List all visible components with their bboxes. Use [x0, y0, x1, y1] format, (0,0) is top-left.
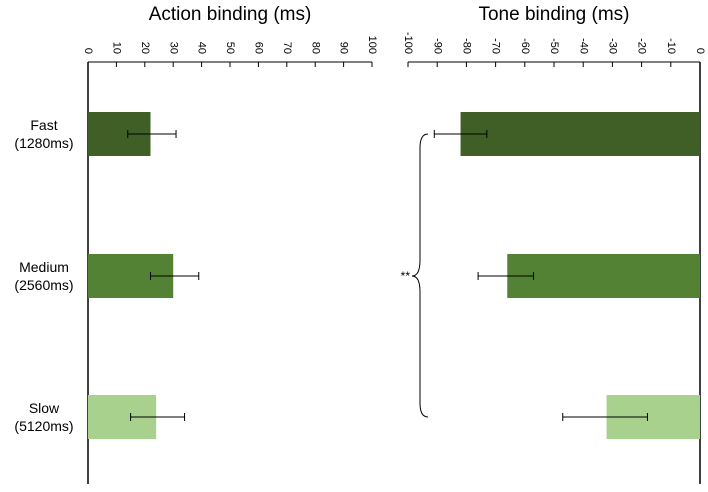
significance-bracket: ** — [401, 133, 429, 418]
tone-tick-label: -60 — [519, 38, 531, 54]
category-label: Fast (1280ms) — [14, 117, 73, 151]
tone-tick-label: -50 — [548, 38, 560, 54]
tone-binding-panel: Tone binding (ms) -100 -90 -80 -70 -60 -50 -40… — [402, 4, 706, 484]
category-labels: Fast (1280ms) Medium (2560ms) Slow (5120ms) — [14, 117, 73, 434]
tone-tick-label: -40 — [577, 38, 589, 54]
tone-binding-title: Tone binding (ms) — [478, 4, 629, 25]
category-label: Medium (2560ms) — [14, 259, 73, 293]
tone-bar — [460, 112, 700, 156]
action-tick-label: 30 — [167, 42, 179, 54]
action-binding-panel: Action binding (ms) 0 10 20 30 40 50 60 70 80 90 1… — [82, 4, 378, 484]
action-tick-label: 20 — [139, 42, 151, 54]
action-tick-label: 80 — [309, 42, 321, 54]
category-name: Slow — [29, 400, 60, 416]
category-label: Slow (5120ms) — [14, 400, 73, 434]
significance-brace — [411, 133, 429, 418]
tone-tick-label: -70 — [490, 38, 502, 54]
action-tick-label: 100 — [366, 36, 378, 54]
tone-bar — [507, 254, 700, 298]
tone-tick-label: -80 — [460, 38, 472, 54]
category-interval: (2560ms) — [14, 277, 73, 293]
action-binding-title: Action binding (ms) — [149, 4, 312, 25]
action-tick-label: 60 — [252, 42, 264, 54]
category-interval: (5120ms) — [14, 418, 73, 434]
action-tick-label: 0 — [82, 48, 94, 54]
category-name: Medium — [19, 259, 69, 275]
action-tick-label: 40 — [196, 42, 208, 54]
tone-tick-label: -100 — [402, 32, 414, 54]
action-tick-label: 90 — [338, 42, 350, 54]
action-tick-label: 70 — [281, 42, 293, 54]
action-tick-label: 10 — [110, 42, 122, 54]
tone-tick-label: -90 — [431, 38, 443, 54]
significance-label: ** — [401, 269, 411, 283]
category-interval: (1280ms) — [14, 135, 73, 151]
tone-tick-label: -10 — [665, 38, 677, 54]
tone-tick-label: 0 — [694, 48, 706, 54]
tone-tick-label: -30 — [606, 38, 618, 54]
action-tick-label: 50 — [224, 42, 236, 54]
category-name: Fast — [30, 117, 57, 133]
tone-tick-label: -20 — [636, 38, 648, 54]
